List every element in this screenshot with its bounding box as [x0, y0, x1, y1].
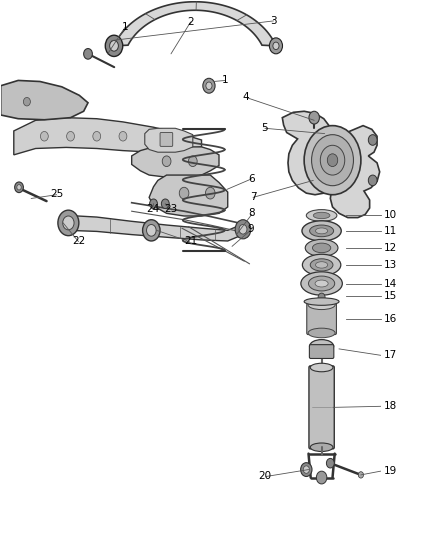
Text: 5: 5 — [261, 123, 268, 133]
Circle shape — [143, 220, 160, 241]
Text: 15: 15 — [384, 291, 397, 301]
Text: 8: 8 — [248, 208, 255, 219]
Text: 11: 11 — [384, 226, 397, 236]
Ellipse shape — [310, 340, 334, 353]
Text: 13: 13 — [384, 260, 397, 270]
Ellipse shape — [315, 262, 328, 268]
Text: 14: 14 — [384, 279, 397, 288]
Text: 23: 23 — [164, 204, 177, 214]
Ellipse shape — [302, 254, 341, 276]
Circle shape — [358, 472, 364, 478]
Circle shape — [326, 458, 334, 468]
Text: 7: 7 — [250, 192, 256, 203]
Circle shape — [300, 463, 312, 477]
Circle shape — [239, 224, 247, 234]
Ellipse shape — [310, 259, 333, 271]
Ellipse shape — [302, 221, 341, 241]
FancyBboxPatch shape — [309, 366, 334, 449]
Polygon shape — [283, 111, 380, 217]
Ellipse shape — [310, 225, 334, 237]
FancyBboxPatch shape — [160, 133, 173, 147]
Ellipse shape — [301, 272, 343, 295]
Circle shape — [327, 154, 338, 166]
Circle shape — [235, 220, 251, 239]
Text: 22: 22 — [72, 236, 85, 246]
Text: 4: 4 — [243, 92, 249, 102]
Circle shape — [309, 111, 319, 124]
Circle shape — [119, 132, 127, 141]
Circle shape — [368, 135, 377, 146]
Circle shape — [303, 466, 309, 473]
Ellipse shape — [305, 239, 338, 256]
Text: 12: 12 — [384, 243, 397, 253]
Text: 25: 25 — [50, 189, 63, 199]
Circle shape — [67, 132, 74, 141]
Circle shape — [269, 38, 283, 54]
Circle shape — [206, 82, 212, 90]
Ellipse shape — [315, 280, 328, 287]
Circle shape — [110, 41, 118, 51]
Ellipse shape — [310, 443, 333, 451]
Text: 20: 20 — [258, 472, 272, 481]
Circle shape — [311, 135, 353, 185]
FancyBboxPatch shape — [309, 345, 334, 359]
Text: 24: 24 — [146, 204, 159, 214]
Circle shape — [368, 175, 377, 185]
Ellipse shape — [306, 209, 337, 221]
Polygon shape — [14, 118, 201, 155]
Ellipse shape — [310, 364, 333, 372]
Circle shape — [105, 35, 123, 56]
Circle shape — [58, 210, 79, 236]
Ellipse shape — [308, 300, 335, 310]
FancyBboxPatch shape — [307, 303, 336, 335]
Polygon shape — [132, 147, 219, 177]
Text: 17: 17 — [384, 350, 397, 360]
Circle shape — [147, 224, 156, 236]
Polygon shape — [145, 128, 193, 152]
Circle shape — [316, 471, 327, 484]
Circle shape — [273, 42, 279, 50]
Text: 19: 19 — [384, 466, 397, 476]
Circle shape — [188, 156, 197, 166]
Circle shape — [304, 126, 361, 195]
Circle shape — [40, 132, 48, 141]
Text: 2: 2 — [187, 17, 194, 27]
Circle shape — [162, 156, 171, 166]
Polygon shape — [149, 175, 228, 216]
Polygon shape — [114, 2, 276, 46]
Ellipse shape — [313, 212, 330, 219]
Ellipse shape — [312, 243, 331, 253]
Circle shape — [14, 182, 23, 192]
Circle shape — [63, 216, 74, 230]
Circle shape — [17, 184, 21, 190]
Circle shape — [205, 187, 215, 199]
Circle shape — [93, 132, 101, 141]
Text: 1: 1 — [222, 76, 229, 85]
Polygon shape — [68, 215, 243, 241]
Text: 10: 10 — [384, 211, 397, 221]
Circle shape — [23, 98, 30, 106]
Circle shape — [150, 199, 157, 208]
Circle shape — [84, 49, 92, 59]
Text: 16: 16 — [384, 314, 397, 324]
Ellipse shape — [315, 228, 328, 234]
Text: 21: 21 — [184, 236, 197, 246]
Polygon shape — [1, 80, 88, 120]
Ellipse shape — [308, 276, 335, 291]
Circle shape — [179, 187, 189, 199]
Ellipse shape — [308, 328, 335, 338]
Text: 9: 9 — [247, 224, 254, 235]
Text: 3: 3 — [270, 16, 277, 26]
Circle shape — [320, 146, 345, 175]
Text: 1: 1 — [122, 22, 128, 33]
Circle shape — [145, 132, 153, 141]
Circle shape — [161, 199, 169, 208]
Circle shape — [318, 293, 325, 302]
Ellipse shape — [304, 298, 339, 305]
Text: 6: 6 — [248, 174, 255, 184]
Text: 18: 18 — [384, 401, 397, 411]
Circle shape — [203, 78, 215, 93]
